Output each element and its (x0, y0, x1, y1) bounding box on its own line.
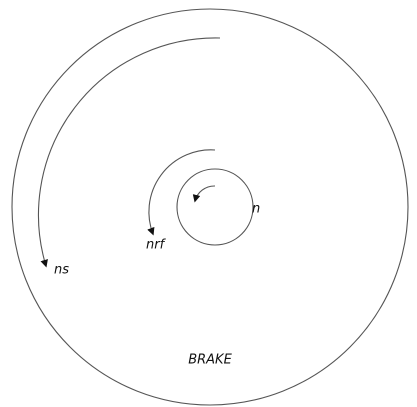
middle-arrow (147, 149, 216, 236)
label-nrf: nrf (146, 238, 167, 253)
inner-arrow (192, 185, 216, 203)
inner-circle (176, 168, 254, 246)
label-n: n (252, 202, 260, 217)
outer-circle (11, 8, 409, 406)
label-brake: BRAKE (188, 353, 232, 368)
outer-arrow (37, 37, 221, 268)
label-ns: ns (54, 263, 69, 278)
